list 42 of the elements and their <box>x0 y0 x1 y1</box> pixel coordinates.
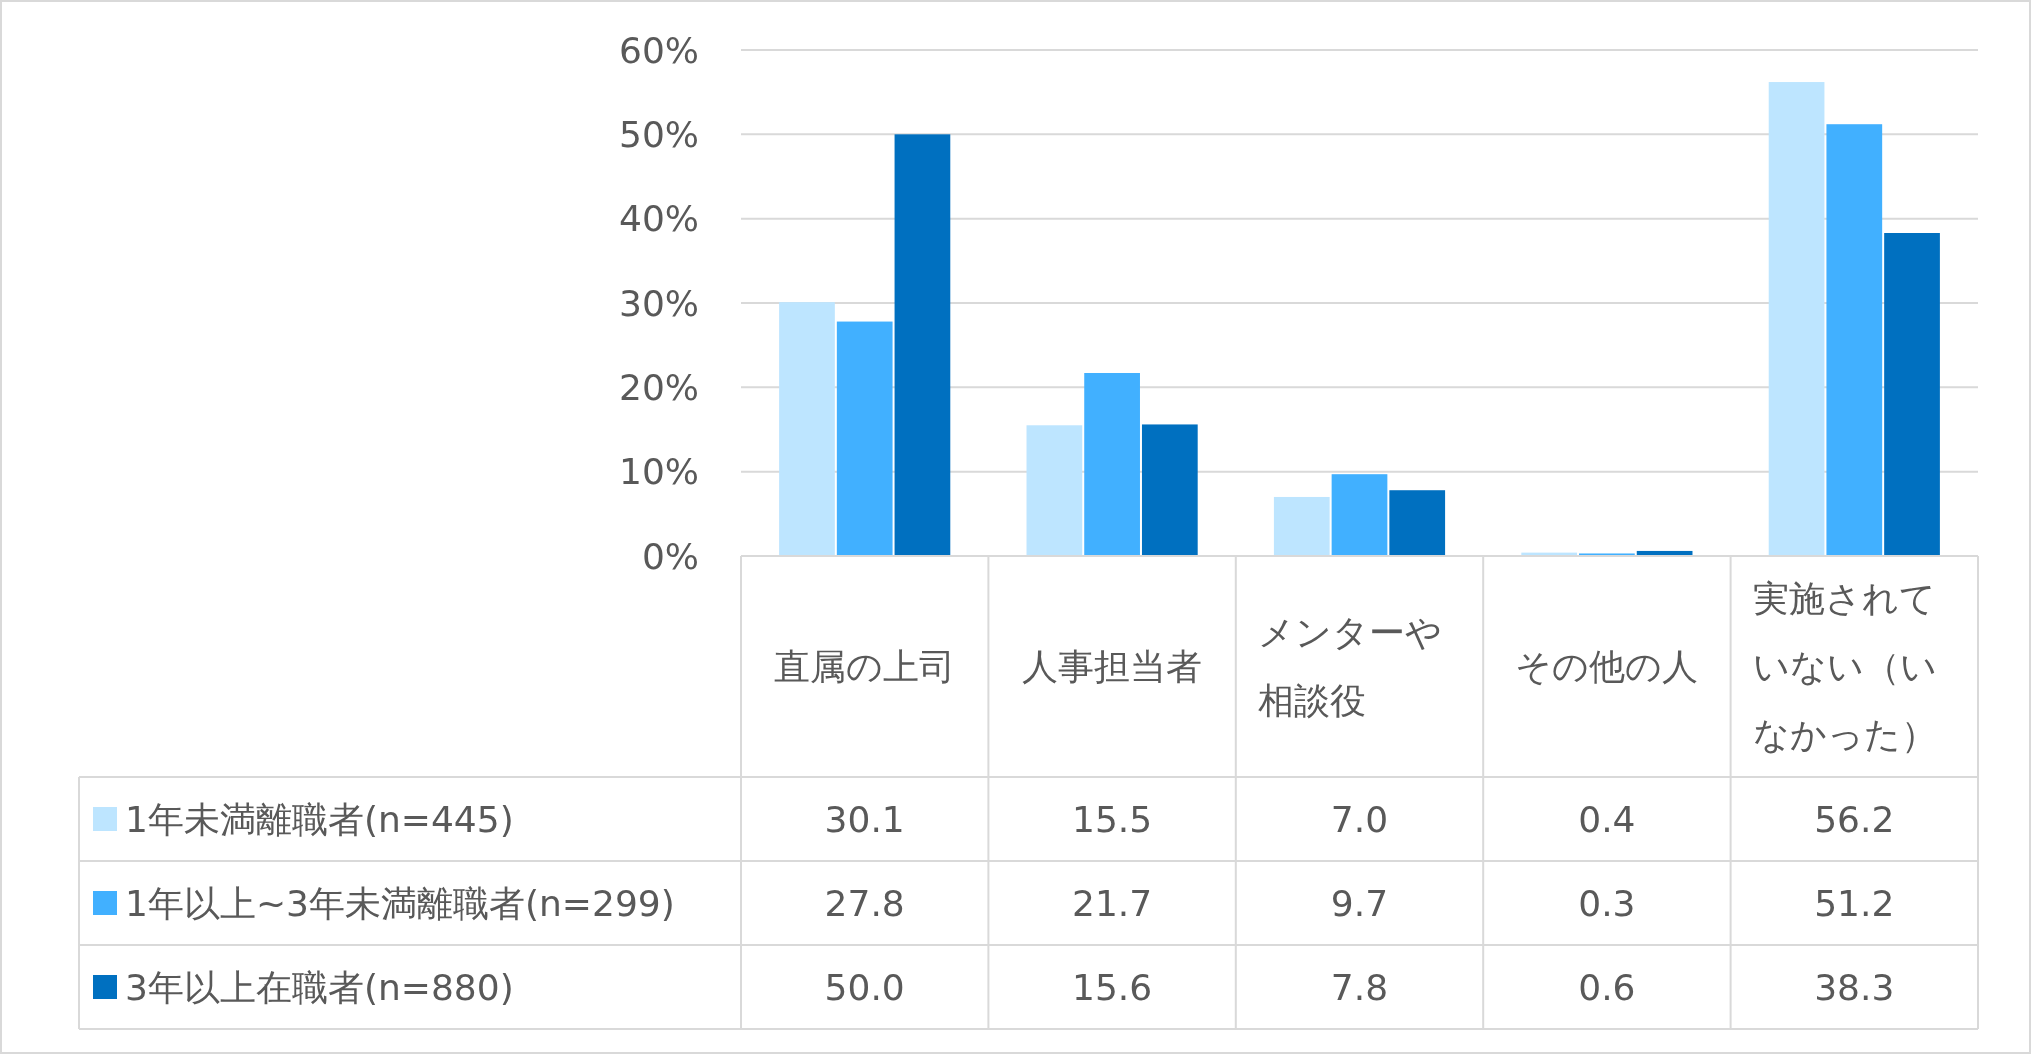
data-label: 7.8 <box>1330 966 1389 1008</box>
data-label: 15.5 <box>1072 798 1153 840</box>
data-label: 7.0 <box>1330 798 1389 840</box>
bar <box>894 134 951 556</box>
y-tick-label: 30% <box>618 282 699 324</box>
bar <box>1273 496 1330 556</box>
data-label: 50.0 <box>824 966 905 1008</box>
data-label: 56.2 <box>1814 798 1895 840</box>
bar <box>779 302 835 556</box>
x-tick-label: 直属の上司 <box>774 646 956 687</box>
y-tick-label: 10% <box>618 451 699 493</box>
data-label: 27.8 <box>824 882 905 924</box>
x-tick-label: 実施されていない（いなかった） <box>1752 578 1937 755</box>
legend-label: 1年以上~3年未満離職者(n=299) <box>125 882 675 924</box>
legend-label: 1年未満離職者(n=445) <box>125 798 514 840</box>
bar <box>1331 474 1388 556</box>
bar <box>1084 373 1140 556</box>
bar <box>1026 425 1083 556</box>
bar <box>1141 424 1198 556</box>
bar <box>836 321 893 556</box>
data-label: 0.3 <box>1578 882 1636 924</box>
y-tick-label: 0% <box>641 535 699 577</box>
bar <box>1884 233 1940 556</box>
data-label: 30.1 <box>824 798 905 840</box>
y-tick-label: 50% <box>618 113 699 155</box>
data-label: 38.3 <box>1814 966 1895 1008</box>
bar <box>1768 82 1825 556</box>
bar <box>1389 490 1446 556</box>
data-label: 9.7 <box>1330 882 1389 924</box>
data-label: 21.7 <box>1072 882 1153 924</box>
y-tick-label: 60% <box>618 29 699 71</box>
bar <box>1826 124 1883 556</box>
data-label: 0.6 <box>1578 966 1636 1008</box>
data-label: 15.6 <box>1072 966 1153 1008</box>
y-tick-label: 40% <box>618 198 699 240</box>
y-tick-label: 20% <box>618 366 699 408</box>
x-tick-label: その他の人 <box>1515 646 1699 687</box>
data-label: 0.4 <box>1578 798 1636 840</box>
legend-label: 3年以上在職者(n=880) <box>125 966 514 1008</box>
x-tick-label: メンターや相談役 <box>1257 612 1442 721</box>
x-tick-label: 人事担当者 <box>1022 646 1203 687</box>
data-label: 51.2 <box>1814 882 1895 924</box>
